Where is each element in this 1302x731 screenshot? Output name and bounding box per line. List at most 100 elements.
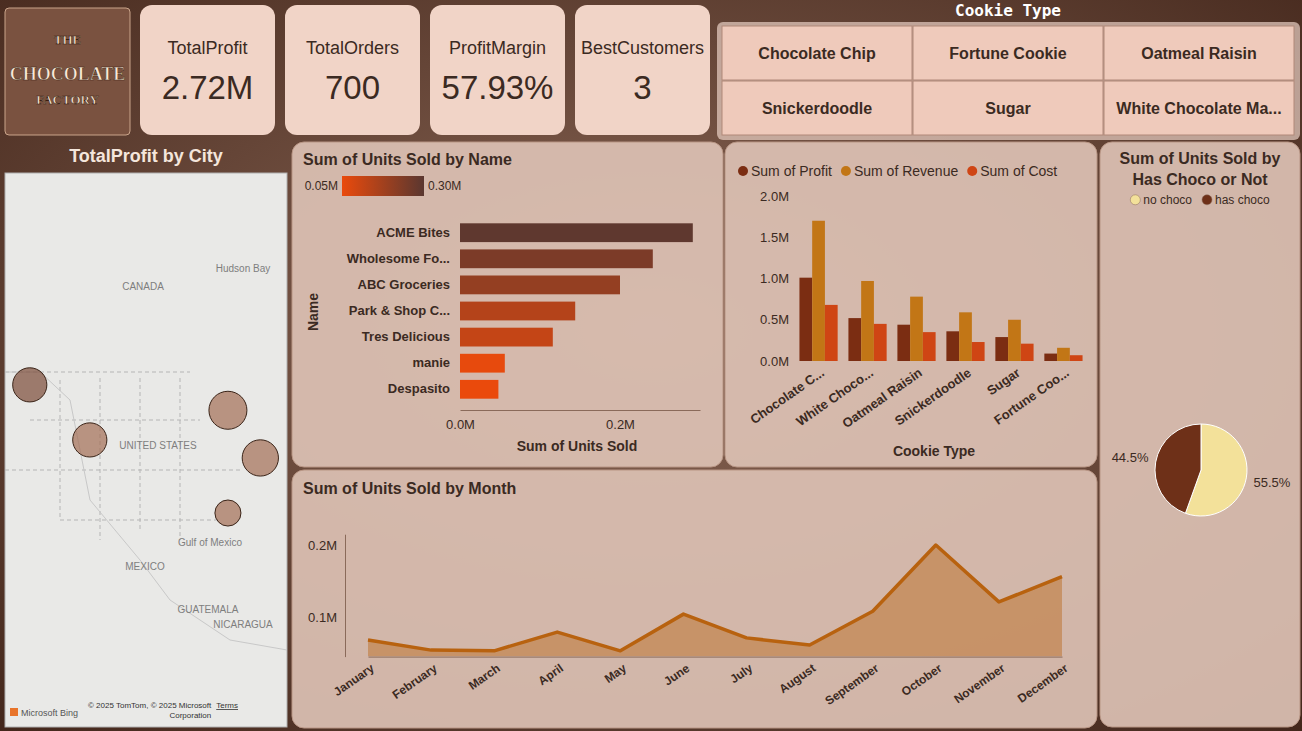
- tick-label: manie: [412, 355, 450, 370]
- colorbar-label: 0.30M: [428, 179, 461, 193]
- data-label: 55.5%: [1253, 475, 1290, 490]
- slicer-item[interactable]: Oatmeal Raisin: [1104, 26, 1294, 80]
- kpi-label: TotalOrders: [306, 38, 399, 58]
- tick: Tres Delicious: [362, 329, 450, 344]
- tick: ACME Bites: [376, 225, 450, 240]
- slicer-label[interactable]: Sugar: [985, 100, 1030, 117]
- logo-frame: [5, 8, 130, 135]
- tick: May: [602, 661, 629, 686]
- bing-logo: [10, 708, 18, 716]
- tick-label: 1.5M: [760, 230, 789, 245]
- tick-label: Oatmeal Raisin: [839, 365, 925, 431]
- legend-swatch: [1202, 195, 1212, 205]
- bar: [910, 297, 923, 361]
- tick: September: [823, 661, 882, 708]
- chart-title: Sum of Units Sold by Month: [303, 480, 516, 497]
- tick-label: 0.2M: [308, 538, 337, 553]
- bar: [861, 281, 874, 361]
- slicer-item[interactable]: Fortune Cookie: [913, 26, 1103, 80]
- axis: 0.0M 0.2M: [446, 410, 700, 432]
- tick: January: [331, 661, 377, 699]
- tick-label: September: [823, 661, 882, 708]
- area: [368, 545, 1062, 657]
- chart-title: Sum of Units Sold by Name: [303, 151, 512, 168]
- bar: [460, 302, 575, 321]
- slicer-label[interactable]: Snickerdoodle: [762, 100, 872, 117]
- tick: 1.0M: [760, 271, 795, 286]
- slicer-item[interactable]: White Chocolate Ma...: [1104, 81, 1294, 135]
- tick: March: [466, 661, 503, 693]
- map-border: [60, 380, 61, 520]
- map-frame: [5, 173, 287, 727]
- bar: [799, 278, 812, 361]
- slicer-button[interactable]: [913, 26, 1103, 80]
- tick: June: [661, 661, 692, 689]
- attribution: Corporation: [169, 711, 211, 720]
- legend-label: has choco: [1215, 193, 1270, 207]
- bars: [799, 221, 1082, 361]
- bar: [460, 380, 498, 399]
- axis-title: Sum of Units Sold: [517, 438, 638, 454]
- legend-item: Sum of Profit: [738, 163, 832, 179]
- slicer-button[interactable]: [722, 26, 912, 80]
- bar: [460, 276, 620, 295]
- tick: 0.2M: [308, 538, 345, 553]
- kpi-card: ProfitMargin57.93%: [430, 5, 565, 135]
- tick-label: 0.1M: [308, 610, 337, 625]
- slicer-item[interactable]: Chocolate Chip: [722, 26, 912, 80]
- kpi-value: 57.93%: [442, 69, 554, 106]
- attribution[interactable]: Terms: [216, 701, 238, 710]
- bar: [460, 328, 553, 347]
- tick-label: 0.2M: [606, 417, 635, 432]
- tick: 0.2M: [606, 410, 635, 432]
- tick-label: 2.0M: [760, 189, 789, 204]
- logo-text: CHOCOLATE: [10, 64, 126, 84]
- slicer-label[interactable]: Fortune Cookie: [949, 45, 1066, 62]
- colorbar: [342, 176, 424, 196]
- map-label: MEXICO: [125, 561, 165, 572]
- map-label: NICARAGUA: [213, 619, 273, 630]
- logo-text: FACTORY: [36, 92, 99, 107]
- map-border: [180, 378, 181, 540]
- tick-label: 0.0M: [760, 354, 789, 369]
- slicer-item[interactable]: Snickerdoodle: [722, 81, 912, 135]
- bar: [923, 332, 936, 361]
- axis: JanuaryFebruaryMarchAprilMayJuneJulyAugu…: [331, 657, 1071, 708]
- bar: [460, 249, 653, 268]
- tick: manie: [412, 355, 450, 370]
- slicer-item[interactable]: Sugar: [913, 81, 1103, 135]
- legend-swatch: [738, 166, 748, 176]
- colorbar-label: 0.05M: [305, 179, 338, 193]
- axis: ACME BitesWholesome Fo...ABC GroceriesPa…: [347, 225, 450, 397]
- kpi-value: 3: [633, 69, 651, 106]
- kpi-value: 700: [325, 69, 380, 106]
- slicer-button[interactable]: [913, 81, 1103, 135]
- tick: 0.0M: [446, 410, 475, 432]
- bubble: [13, 368, 47, 402]
- tick-label: 1.0M: [760, 271, 789, 286]
- dashboard: THECHOCOLATEFACTORYTotalProfit2.72MTotal…: [0, 0, 1302, 731]
- map-border: [5, 470, 240, 471]
- map-border: [60, 520, 220, 521]
- tick-label: February: [390, 661, 440, 702]
- slicer-label[interactable]: Oatmeal Raisin: [1141, 45, 1257, 62]
- logo-text: THE: [54, 32, 81, 47]
- slicer-label[interactable]: Chocolate Chip: [758, 45, 876, 62]
- bars: [460, 223, 693, 398]
- map-label: Hudson Bay: [216, 263, 270, 274]
- legend-swatch: [967, 166, 977, 176]
- axis-line: [345, 535, 346, 657]
- slicer-button[interactable]: [722, 81, 912, 135]
- legend-item: Sum of Cost: [967, 163, 1057, 179]
- map-layer: [5, 368, 287, 650]
- tick: Snickerdoodle: [892, 365, 974, 429]
- slicer-button[interactable]: [1104, 81, 1294, 135]
- chart-panel: [725, 142, 1097, 467]
- map-border: [140, 378, 141, 530]
- slicer-label[interactable]: White Chocolate Ma...: [1116, 100, 1281, 117]
- bar: [874, 324, 887, 361]
- attribution: Microsoft Bing: [21, 708, 78, 718]
- data-label: 44.5%: [1112, 450, 1149, 465]
- bar: [1008, 320, 1021, 361]
- slicer-button[interactable]: [1104, 26, 1294, 80]
